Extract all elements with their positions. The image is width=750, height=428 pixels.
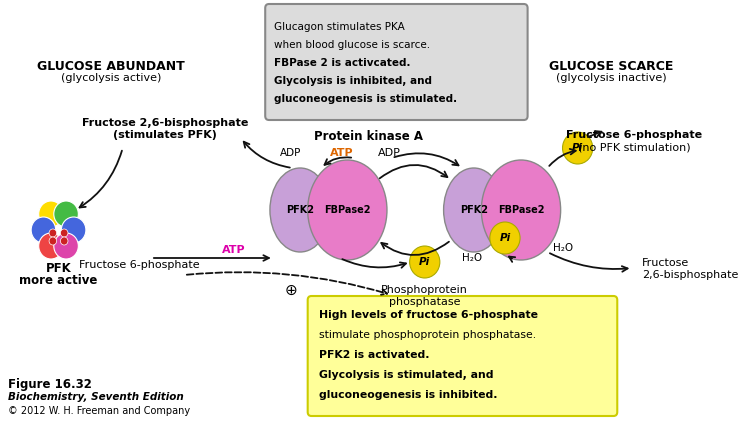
Text: Protein kinase A: Protein kinase A <box>314 130 422 143</box>
Text: PFK2: PFK2 <box>286 205 314 215</box>
Text: GLUCOSE ABUNDANT: GLUCOSE ABUNDANT <box>38 60 185 73</box>
Text: Phosphoprotein
phosphatase: Phosphoprotein phosphatase <box>381 285 468 306</box>
Text: High levels of fructose 6-phosphate: High levels of fructose 6-phosphate <box>319 310 538 320</box>
Text: (stimulates PFK): (stimulates PFK) <box>113 130 217 140</box>
Circle shape <box>54 233 78 259</box>
Text: Fructose 6-phosphate: Fructose 6-phosphate <box>80 260 200 270</box>
Text: FBPase2: FBPase2 <box>324 205 370 215</box>
Text: ⊕: ⊕ <box>284 282 297 297</box>
Text: Fructose 6-phosphate: Fructose 6-phosphate <box>566 130 702 140</box>
Circle shape <box>32 217 56 243</box>
Text: ATP: ATP <box>330 148 353 158</box>
Circle shape <box>410 246 440 278</box>
FancyBboxPatch shape <box>266 4 527 120</box>
Circle shape <box>39 201 63 227</box>
Circle shape <box>49 229 57 237</box>
Circle shape <box>61 237 68 245</box>
Text: more active: more active <box>20 274 98 287</box>
Text: Fructose 2,6-bisphosphate: Fructose 2,6-bisphosphate <box>82 118 248 128</box>
Circle shape <box>49 237 57 245</box>
Text: 2,6-bisphosphate: 2,6-bisphosphate <box>642 270 738 280</box>
Text: Glycolysis is inhibited, and: Glycolysis is inhibited, and <box>274 76 432 86</box>
Text: PFK2: PFK2 <box>460 205 488 215</box>
Text: GLUCOSE SCARCE: GLUCOSE SCARCE <box>550 60 674 73</box>
Text: PFK: PFK <box>46 262 71 275</box>
Text: PFK2 is activated.: PFK2 is activated. <box>319 350 430 360</box>
Text: (glycolysis inactive): (glycolysis inactive) <box>556 73 667 83</box>
Text: Pi: Pi <box>572 143 584 153</box>
Text: ATP: ATP <box>222 245 246 255</box>
Text: © 2012 W. H. Freeman and Company: © 2012 W. H. Freeman and Company <box>8 406 190 416</box>
Text: Glycolysis is stimulated, and: Glycolysis is stimulated, and <box>319 370 494 380</box>
Text: Pi: Pi <box>500 233 511 243</box>
Circle shape <box>61 229 68 237</box>
Circle shape <box>490 222 520 254</box>
Text: FBPase 2 is activcated.: FBPase 2 is activcated. <box>274 58 410 68</box>
Text: gluconeogenesis is inhibited.: gluconeogenesis is inhibited. <box>319 390 497 400</box>
Ellipse shape <box>482 160 561 260</box>
Text: Glucagon stimulates PKA: Glucagon stimulates PKA <box>274 22 404 32</box>
Text: Pi: Pi <box>419 257 430 267</box>
Text: Fructose: Fructose <box>642 258 689 268</box>
Circle shape <box>62 217 86 243</box>
Text: (no PFK stimulation): (no PFK stimulation) <box>578 143 691 153</box>
FancyBboxPatch shape <box>308 296 617 416</box>
Text: gluconeogenesis is stimulated.: gluconeogenesis is stimulated. <box>274 94 457 104</box>
Text: when blood glucose is scarce.: when blood glucose is scarce. <box>274 40 430 50</box>
Ellipse shape <box>270 168 330 252</box>
Circle shape <box>39 233 63 259</box>
Circle shape <box>562 132 592 164</box>
Text: (glycolysis active): (glycolysis active) <box>62 73 161 83</box>
Text: ADP: ADP <box>377 148 400 158</box>
Ellipse shape <box>308 160 387 260</box>
Text: H₂O: H₂O <box>553 243 573 253</box>
Text: Biochemistry, Seventh Edition: Biochemistry, Seventh Edition <box>8 392 183 402</box>
Text: FBPase2: FBPase2 <box>498 205 544 215</box>
Text: Figure 16.32: Figure 16.32 <box>8 378 92 391</box>
Text: ADP: ADP <box>280 148 302 158</box>
Ellipse shape <box>443 168 504 252</box>
Text: stimulate phosphoprotein phosphatase.: stimulate phosphoprotein phosphatase. <box>319 330 536 340</box>
Circle shape <box>54 201 78 227</box>
Text: H₂O: H₂O <box>463 253 482 263</box>
